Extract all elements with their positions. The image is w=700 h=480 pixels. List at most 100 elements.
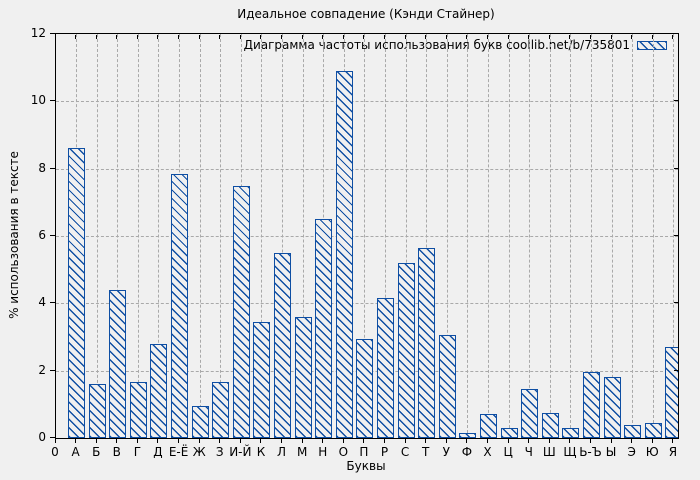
x-axis-tick-mirror (425, 35, 427, 39)
x-axis-tick-mirror (219, 35, 221, 39)
gridline-vertical (282, 34, 284, 438)
x-axis-tick (672, 439, 674, 443)
bar-С (397, 262, 415, 438)
x-tick-label: Ц (503, 445, 513, 459)
bar-Ш (541, 412, 559, 438)
x-axis-tick (281, 439, 283, 443)
bar-П (356, 338, 374, 438)
gridline-vertical (549, 34, 551, 438)
x-axis-tick-mirror (116, 35, 118, 39)
bar-Е-Ё (171, 173, 189, 438)
x-axis-tick-mirror (95, 35, 97, 39)
x-axis-tick (425, 439, 427, 443)
x-tick-label: Ю (645, 445, 659, 459)
x-axis-tick (466, 439, 468, 443)
y-axis-tick-mirror (674, 302, 679, 304)
bar-Я (665, 347, 678, 438)
y-axis-tick (50, 33, 55, 34)
gridline-vertical (137, 34, 139, 438)
x-tick-label: Н (318, 445, 328, 459)
gridline-vertical (467, 34, 469, 438)
x-axis-tick (445, 439, 447, 443)
y-tick-label: 12 (30, 26, 46, 40)
x-axis-tick (198, 439, 200, 443)
x-tick-label: Д (153, 445, 163, 459)
x-tick-label: Р (380, 445, 389, 459)
x-axis-tick-mirror (445, 35, 447, 39)
x-tick-label: Т (422, 445, 430, 459)
gridline-vertical (117, 34, 119, 438)
bar-У (438, 335, 456, 438)
bar-Л (274, 252, 292, 438)
x-tick-label: Ш (542, 445, 556, 459)
x-tick-label: П (359, 445, 369, 459)
x-tick-label: О (338, 445, 349, 459)
x-tick-label: С (400, 445, 410, 459)
x-axis-tick-mirror (487, 35, 489, 39)
bar-Ь-Ъ (582, 372, 600, 438)
bar-А (68, 148, 86, 438)
gridline-vertical (529, 34, 531, 438)
bar-Г (129, 382, 147, 438)
bar-В (109, 289, 127, 438)
gridline-vertical (611, 34, 613, 438)
y-axis-tick (50, 167, 55, 169)
gridline-vertical (261, 34, 263, 438)
x-axis-tick-mirror (507, 35, 509, 39)
x-tick-label: Я (668, 445, 678, 459)
x-axis-tick-mirror (610, 35, 612, 39)
gridline-vertical (426, 34, 428, 438)
gridline-horizontal (56, 236, 678, 237)
gridline-vertical (590, 34, 592, 438)
bar-Р (377, 298, 395, 438)
y-tick-label: 0 (38, 430, 46, 444)
gridline-vertical (446, 34, 448, 438)
x-tick-label: З (215, 445, 224, 459)
bar-О (335, 71, 353, 438)
legend: Диаграмма частоты использования букв coo… (244, 38, 667, 52)
x-axis-tick (219, 439, 221, 443)
plot-area: Диаграмма частоты использования букв coo… (55, 33, 679, 439)
gridline-vertical (96, 34, 98, 438)
y-axis-tick-mirror (674, 235, 679, 236)
x-tick-label: Б (92, 445, 101, 459)
x-axis-tick-mirror (239, 35, 241, 39)
x-axis-tick-mirror (363, 35, 365, 39)
gridline-horizontal (56, 303, 678, 305)
x-axis-tick (363, 439, 365, 443)
gridline-vertical (632, 34, 634, 438)
x-axis-tick-mirror (178, 35, 180, 39)
bar-Ч (521, 389, 539, 438)
bar-Д (150, 343, 168, 438)
x-axis-tick (95, 439, 97, 443)
x-tick-label: К (256, 445, 266, 459)
x-tick-label: Ф (461, 445, 473, 459)
x-axis-tick (589, 439, 591, 443)
x-axis-tick (507, 439, 509, 443)
x-tick-label: Х (483, 445, 492, 459)
y-axis-tick (50, 302, 55, 304)
bar-И-Й (232, 185, 250, 438)
y-tick-label: 8 (38, 160, 46, 175)
bar-Н (315, 219, 333, 438)
x-axis-tick (651, 439, 653, 443)
x-axis-tick-mirror (342, 35, 344, 39)
x-tick-label: Л (277, 445, 287, 459)
x-axis-tick-mirror (136, 35, 138, 39)
y-axis-tick (50, 437, 55, 438)
x-axis-tick (178, 439, 180, 443)
x-axis-tick-mirror (404, 35, 406, 39)
legend-swatch (637, 40, 667, 50)
x-tick-label: Ь-Ъ (579, 445, 602, 459)
bar-Б (88, 384, 106, 438)
x-axis-tick (404, 439, 406, 443)
bar-Ж (191, 406, 209, 438)
chart-title: Идеальное совпадение (Кэнди Стайнер) (237, 7, 495, 21)
gridline-vertical (220, 34, 222, 438)
x-axis-tick-mirror (198, 35, 200, 39)
x-tick-label: А (71, 445, 80, 459)
bar-Ц (500, 427, 518, 438)
x-axis-tick (239, 439, 241, 443)
x-axis-tick-mirror (651, 35, 653, 39)
x-axis-tick (75, 439, 77, 443)
